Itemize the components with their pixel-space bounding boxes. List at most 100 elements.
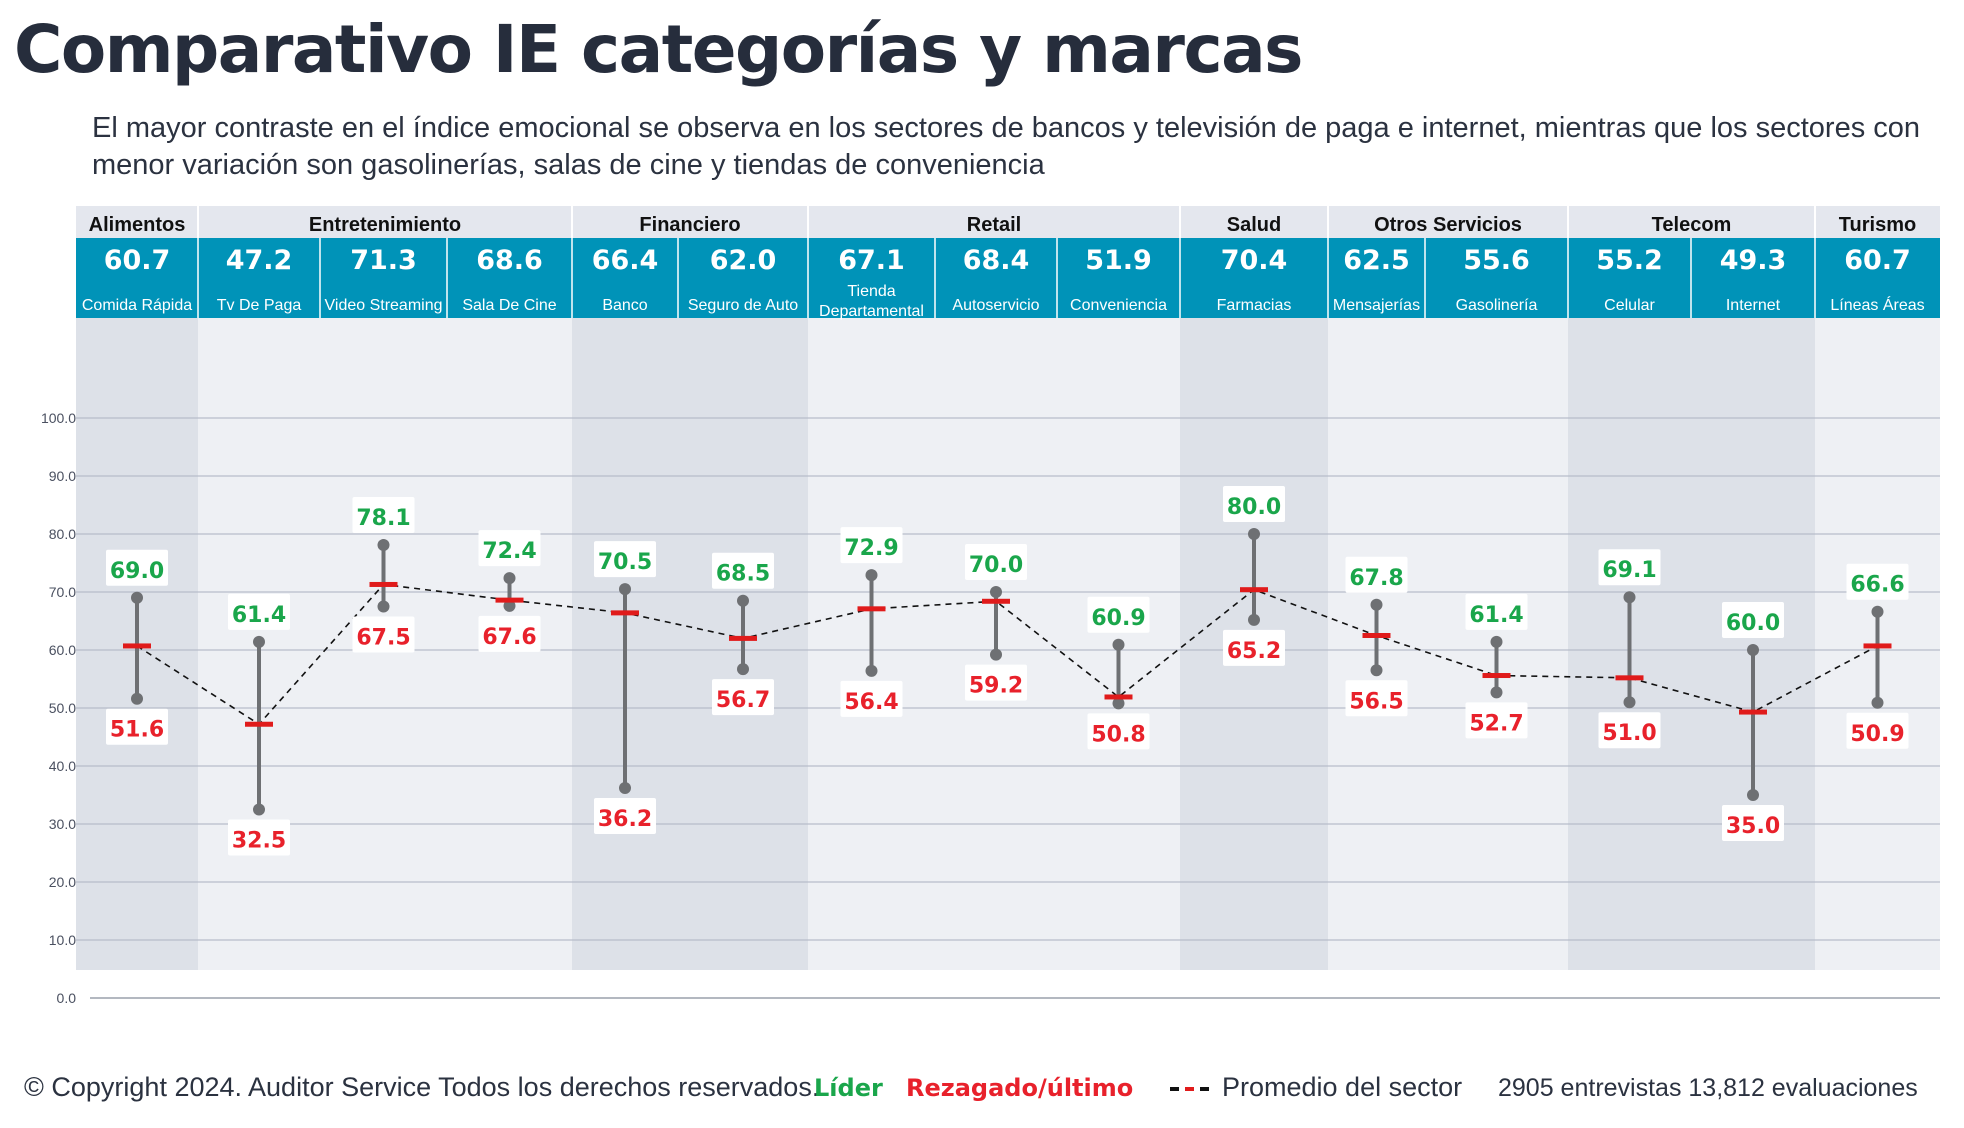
laggard-label-bg	[965, 664, 1027, 701]
laggard-dot	[1623, 696, 1636, 709]
average-marker	[1615, 675, 1644, 681]
y-tick-label: 60.0	[49, 642, 76, 658]
leader-label-bg	[106, 549, 168, 586]
laggard-label-bg	[594, 798, 656, 835]
category-average-value: 60.7	[1844, 245, 1911, 276]
laggard-label-bg	[478, 615, 541, 652]
laggard-label: 56.4	[844, 690, 898, 715]
y-tick-label: 100.0	[41, 410, 76, 426]
sector-name-row	[76, 206, 1940, 238]
category-header: Alimentos Entretenimiento Financiero Retail…	[76, 206, 1940, 320]
category-average-value: 66.4	[592, 245, 659, 276]
leader-label-bg	[1722, 602, 1784, 638]
category-name: Seguro de Auto	[688, 297, 798, 314]
sector-name: Otros Servicios	[1374, 214, 1522, 236]
sector-name: Retail	[967, 214, 1021, 236]
laggard-label: 50.9	[1850, 722, 1904, 747]
laggard-label: 56.5	[1349, 689, 1403, 714]
laggard-label-bg	[1846, 712, 1909, 749]
category-name: Gasolinería	[1456, 297, 1538, 314]
y-tick-label: 90.0	[49, 468, 76, 484]
sector-band	[1328, 318, 1568, 970]
average-trend-line	[136, 583, 1878, 726]
laggard-label: 32.5	[232, 829, 286, 854]
laggard-dot	[1248, 613, 1260, 626]
sector-name: Entretenimiento	[309, 214, 461, 236]
y-axis-ticks: 0.0 10.0 20.0 30.0 40.0 50.0 60.0 70.0 80.0 90.0 1…	[41, 410, 76, 1006]
laggard-dot	[1490, 686, 1503, 699]
leader-dot	[377, 539, 390, 552]
leader-label: 72.4	[482, 539, 536, 564]
average-polyline	[136, 583, 1878, 726]
laggard-dot	[865, 664, 878, 677]
y-tick-label: 10.0	[49, 932, 76, 948]
category-name: Líneas Áreas	[1830, 295, 1924, 314]
laggard-dot	[1871, 696, 1884, 709]
leader-dot	[1248, 528, 1260, 540]
category-band	[76, 238, 1940, 318]
average-marker	[1739, 709, 1767, 715]
leader-label-bg	[1846, 563, 1909, 600]
legend-leader: Líder	[814, 1074, 883, 1102]
leader-label: 70.0	[969, 553, 1023, 578]
average-marker	[1240, 587, 1268, 593]
sector-band	[572, 318, 808, 970]
sector-name: Telecom	[1652, 214, 1732, 236]
category-average-value: 49.3	[1720, 245, 1787, 276]
laggard-label: 67.6	[482, 625, 536, 650]
range-series	[123, 528, 1892, 816]
laggard-label-bg	[712, 679, 774, 716]
average-marker	[611, 610, 639, 616]
category-name: Tienda Departamental	[819, 283, 924, 320]
laggard-label-bg	[1345, 680, 1408, 717]
laggard-label: 52.7	[1469, 711, 1523, 736]
leader-label-bg	[840, 527, 903, 564]
leader-dot	[1112, 638, 1125, 651]
leader-label: 68.5	[716, 562, 770, 587]
laggard-dot	[1370, 664, 1383, 677]
leader-dot	[619, 583, 631, 596]
laggard-label: 35.0	[1726, 814, 1780, 839]
category-name-line: Tienda	[847, 283, 895, 300]
average-marker	[1104, 694, 1133, 700]
average-marker	[245, 721, 273, 727]
category-name: Mensajerías	[1333, 297, 1420, 314]
laggard-label-bg	[840, 680, 903, 717]
leader-label: 60.9	[1091, 606, 1145, 631]
category-average-value: 62.5	[1343, 245, 1410, 276]
category-name-line: Departamental	[819, 303, 924, 320]
laggard-label: 36.2	[598, 807, 652, 832]
leader-label-bg	[1087, 596, 1150, 633]
leader-label-bg	[352, 497, 415, 534]
laggard-label: 56.7	[716, 688, 770, 713]
range-chart: 0.0 10.0 20.0 30.0 40.0 50.0 60.0 70.0 80.0 90.0 1…	[41, 206, 1940, 1006]
leader-dot	[1871, 605, 1884, 618]
laggard-dot	[990, 648, 1002, 661]
laggard-dot	[131, 692, 143, 705]
legend-average-label: Promedio del sector	[1222, 1072, 1463, 1102]
laggard-label-bg	[1465, 702, 1528, 739]
average-marker	[123, 643, 151, 649]
leader-label: 66.6	[1850, 573, 1904, 598]
laggard-label-bg	[106, 708, 168, 745]
laggard-label-bg	[352, 616, 415, 653]
average-marker	[1362, 633, 1391, 638]
leader-dot	[1490, 635, 1503, 648]
page-title: Comparativo IE categorías y marcas	[14, 11, 1303, 88]
sector-name: Turismo	[1839, 214, 1916, 236]
laggard-dot	[737, 663, 749, 676]
leader-label-bg	[594, 541, 656, 578]
laggard-dot	[503, 599, 516, 612]
category-name: Video Streaming	[325, 297, 443, 314]
average-marker	[369, 581, 398, 587]
category-name: Banco	[602, 297, 647, 314]
laggard-dot	[1112, 697, 1125, 710]
leader-dot	[990, 586, 1002, 598]
y-tick-label: 30.0	[49, 816, 76, 832]
leader-label-bg	[965, 544, 1027, 580]
average-marker	[982, 598, 1010, 604]
leader-label: 72.9	[844, 536, 898, 561]
laggard-label: 67.5	[356, 626, 410, 651]
leader-label-bg	[1598, 549, 1661, 586]
laggard-label-bg	[1223, 629, 1285, 666]
